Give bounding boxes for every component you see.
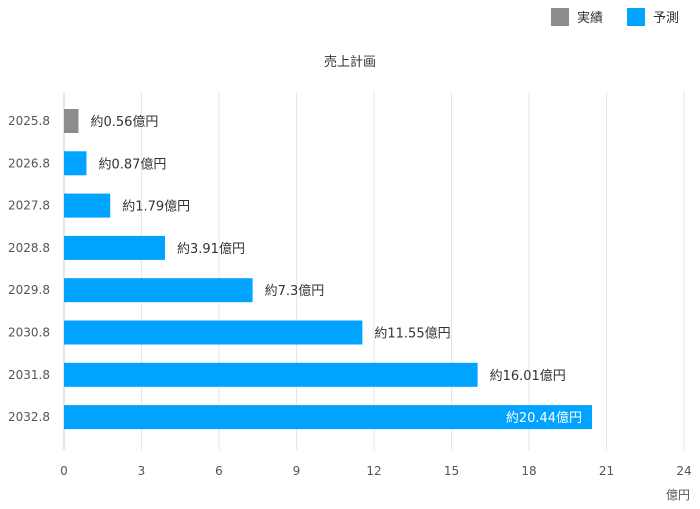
data-label-2032.8: 約20.44億円 <box>506 410 582 426</box>
data-label-2026.8: 約0.87億円 <box>98 156 166 172</box>
bar-2027.8 <box>64 193 111 218</box>
x-tick-label: 21 <box>599 464 614 478</box>
category-label: 2028.8 <box>8 241 50 255</box>
bar-2031.8 <box>64 362 478 387</box>
x-tick-label: 0 <box>60 464 68 478</box>
bar-2028.8 <box>64 235 166 260</box>
bar-2025.8 <box>64 109 79 133</box>
category-label: 2025.8 <box>8 114 50 128</box>
legend: 実績 予測 <box>551 8 679 26</box>
x-tick-label: 3 <box>138 464 146 478</box>
data-label-2025.8: 約0.56億円 <box>90 114 158 130</box>
x-tick-label: 24 <box>676 464 691 478</box>
category-label: 2031.8 <box>8 368 50 382</box>
x-axis-label: 億円 <box>666 488 690 502</box>
x-tick-label: 12 <box>366 464 381 478</box>
bar-2030.8 <box>64 320 363 345</box>
category-label: 2026.8 <box>8 156 50 170</box>
bar-2026.8 <box>64 151 87 176</box>
gridlines <box>63 92 685 450</box>
legend-swatch-1 <box>627 8 645 26</box>
legend-swatch-0 <box>551 8 569 26</box>
bar-2032.8 <box>64 405 593 430</box>
data-label-2031.8: 約16.01億円 <box>490 368 566 384</box>
category-label: 2030.8 <box>8 326 50 340</box>
x-tick-label: 15 <box>444 464 459 478</box>
legend-label-1: 予測 <box>653 11 679 26</box>
category-label: 2027.8 <box>8 199 50 213</box>
x-tick-label: 6 <box>215 464 223 478</box>
category-label: 2029.8 <box>8 283 50 297</box>
bars: 2025.8 約0.56億円 2026.8 約0.87億円 2027.8 約1.79億円 2… <box>8 109 593 430</box>
chart-title: 売上計画 <box>324 54 376 70</box>
bar-2029.8 <box>64 278 253 303</box>
data-label-2027.8: 約1.79億円 <box>122 199 190 215</box>
x-tick-label: 18 <box>521 464 536 478</box>
data-label-2029.8: 約7.3億円 <box>265 283 325 299</box>
data-label-2028.8: 約3.91億円 <box>177 241 245 257</box>
x-tick-label: 9 <box>293 464 301 478</box>
legend-label-0: 実績 <box>577 10 603 26</box>
data-label-2030.8: 約11.55億円 <box>374 326 450 342</box>
x-axis-ticks: 0 3 6 9 12 15 18 21 24 <box>60 464 691 478</box>
category-label: 2032.8 <box>8 410 50 424</box>
